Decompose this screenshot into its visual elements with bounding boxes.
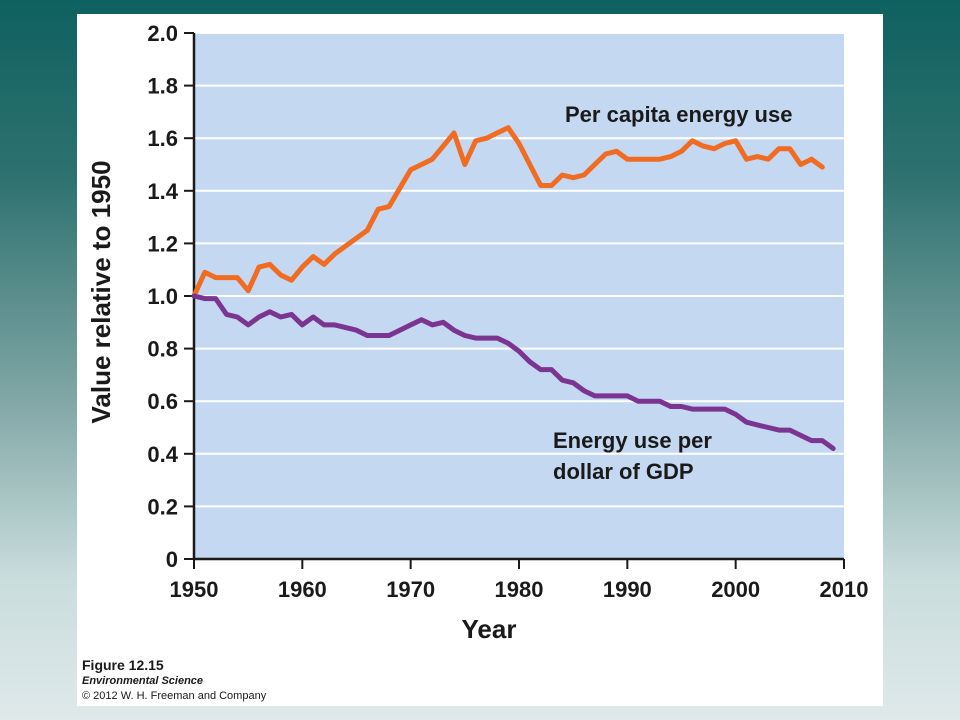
y-tick-label: 2.0 bbox=[147, 21, 178, 46]
figure-caption: Figure 12.15 bbox=[82, 657, 164, 673]
x-tick-label: 1980 bbox=[495, 577, 544, 602]
y-tick-label: 1.8 bbox=[147, 74, 178, 99]
x-tick-label: 2010 bbox=[820, 577, 869, 602]
y-tick-label: 1.2 bbox=[147, 231, 178, 256]
y-tick-label: 0.6 bbox=[147, 389, 178, 414]
y-tick-label: 1.0 bbox=[147, 284, 178, 309]
y-axis-title: Value relative to 1950 bbox=[86, 160, 116, 423]
y-tick-label: 0.4 bbox=[147, 442, 178, 467]
copyright-text: © 2012 W. H. Freeman and Company bbox=[82, 690, 267, 702]
y-tick-label: 0.2 bbox=[147, 494, 178, 519]
per-capita-energy-line bbox=[191, 125, 825, 299]
gdp-series-label: Energy use per bbox=[553, 428, 712, 453]
x-tick-label: 1970 bbox=[386, 577, 435, 602]
series-lines bbox=[191, 125, 836, 451]
book-title: Environmental Science bbox=[82, 675, 204, 687]
x-tick-label: 1990 bbox=[603, 577, 652, 602]
y-tick-label: 0.8 bbox=[147, 337, 178, 362]
y-tick-label: 1.6 bbox=[147, 126, 178, 151]
labels: Year Value relative to 1950 Per capita ene… bbox=[86, 102, 792, 644]
line-chart: 0 0.2 0.4 0.6 0.8 1.0 1.2 1.4 1.6 1.8 2.0 1950 1960 1… bbox=[86, 21, 869, 644]
gridlines bbox=[194, 32, 844, 508]
y-tick-label: 0 bbox=[166, 547, 178, 572]
figure-panel: 0 0.2 0.4 0.6 0.8 1.0 1.2 1.4 1.6 1.8 2.0 1950 1960 1… bbox=[77, 14, 883, 706]
x-tick-label: 2000 bbox=[711, 577, 760, 602]
per-capita-series-label: Per capita energy use bbox=[565, 102, 792, 127]
gdp-series-label: dollar of GDP bbox=[553, 459, 694, 484]
x-tick-label: 1960 bbox=[278, 577, 327, 602]
y-tick-label: 1.4 bbox=[147, 179, 178, 204]
x-axis-title: Year bbox=[462, 614, 517, 644]
x-tick-label: 1950 bbox=[170, 577, 219, 602]
energy-per-gdp-line bbox=[191, 293, 836, 451]
